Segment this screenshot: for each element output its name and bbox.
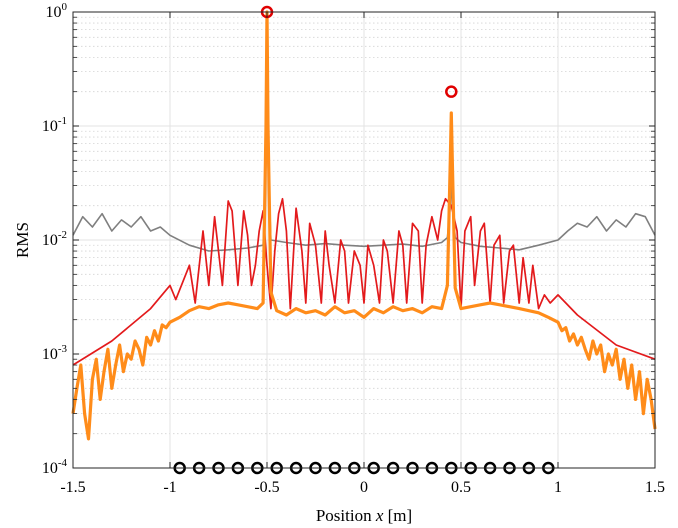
y-tick-label-base: 10 — [42, 232, 58, 249]
y-tick-label: 10-4 — [42, 457, 68, 477]
x-tick-label: 0 — [360, 479, 368, 496]
y-tick-label-base: 10 — [46, 4, 62, 21]
x-tick-label: -0.5 — [254, 479, 279, 496]
y-tick-label: 100 — [46, 1, 68, 21]
tick-marks — [72, 11, 656, 469]
y-tick-label-exponent: -1 — [58, 115, 67, 127]
series-line-2 — [72, 197, 656, 366]
major-grid — [72, 11, 656, 469]
x-tick-label: 1 — [554, 479, 562, 496]
y-axis-label: RMS — [13, 222, 32, 258]
x-axis-label-unit: [m] — [383, 506, 412, 525]
y-tick-label-base: 10 — [42, 118, 58, 135]
x-axis-label: Position x [m] — [316, 506, 412, 525]
y-tick-label: 10-1 — [42, 115, 67, 135]
y-tick-label-exponent: -3 — [58, 343, 68, 355]
series-layer — [71, 10, 657, 441]
series-line-3 — [71, 10, 657, 441]
x-tick-label: 1.5 — [645, 479, 665, 496]
y-tick-label: 10-2 — [42, 229, 67, 249]
x-axis-label-prefix: Position — [316, 506, 376, 525]
y-tick-label-exponent: -4 — [58, 457, 68, 469]
y-tick-label-exponent: -2 — [58, 229, 67, 241]
y-tick-label-base: 10 — [42, 460, 58, 477]
x-tick-labels: -1.5 -1 -0.5 0 0.5 1 1.5 — [60, 479, 665, 496]
series-line-1 — [72, 63, 656, 252]
x-tick-label: -1.5 — [60, 479, 85, 496]
x-axis-label-variable: x — [375, 506, 384, 525]
y-tick-label-base: 10 — [42, 346, 58, 363]
x-tick-label: -1 — [163, 479, 176, 496]
y-tick-label-exponent: 0 — [62, 1, 68, 13]
source-marker — [445, 85, 458, 98]
x-tick-label: 0.5 — [451, 479, 471, 496]
y-tick-label: 10-3 — [42, 343, 68, 363]
